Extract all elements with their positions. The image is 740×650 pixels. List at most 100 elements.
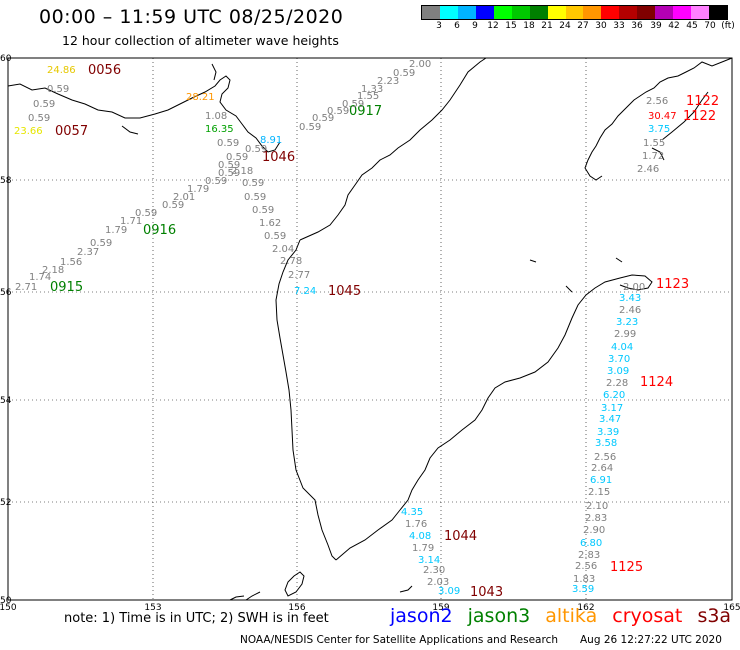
- swh-value-label: 0.59: [217, 138, 239, 149]
- swh-value-label: 3.75: [648, 124, 670, 135]
- swh-value-label: 2.83: [585, 513, 607, 524]
- swh-value-label: 3.09: [607, 366, 629, 377]
- swh-value-label: 1.83: [573, 574, 595, 585]
- colorbar-labels: 3 6 9 12 15 18 21 24 27 30 33 36 39 42 45 70 (ft): [421, 21, 740, 35]
- swh-value-label: 1.76: [405, 519, 427, 530]
- colorbar-label: 18: [523, 21, 535, 31]
- footer-date: Aug 26 12:27:22 UTC 2020: [580, 634, 722, 646]
- swh-value-label: 0.59: [342, 99, 364, 110]
- colorbar-swatch: [475, 6, 494, 19]
- swh-value-label: 3.58: [595, 438, 617, 449]
- swh-value-label: 0.59: [393, 68, 415, 79]
- colorbar-swatch: [655, 6, 674, 19]
- swh-value-label: 4.08: [409, 531, 431, 542]
- swh-value-label: 2.15: [588, 487, 610, 498]
- swh-value-label: 2.83: [578, 550, 600, 561]
- colorbar-label: 42: [668, 21, 680, 31]
- swh-value-label: 0.59: [218, 168, 240, 179]
- x-tick-label: 162: [577, 603, 594, 613]
- colorbar-swatch: [547, 6, 566, 19]
- y-tick-label: 52: [0, 498, 11, 508]
- swh-value-label: 6.20: [603, 390, 625, 401]
- swh-value-label: 2.23: [377, 76, 399, 87]
- y-tick-label: 58: [0, 176, 12, 186]
- swh-value-label: 1.56: [60, 257, 82, 268]
- swh-value-label: 3.23: [616, 317, 638, 328]
- swh-value-label: 0.59: [218, 160, 240, 171]
- swh-value-label: 2.18: [42, 265, 64, 276]
- swh-value-label: 3.17: [601, 403, 623, 414]
- page-title: 00:00 – 11:59 UTC 08/25/2020: [39, 6, 344, 28]
- swh-value-label: 0.59: [47, 84, 69, 95]
- pass-label: 1124: [640, 375, 673, 390]
- colorbar-swatch: [422, 6, 440, 19]
- swh-value-label: 2.56: [646, 96, 668, 107]
- colorbar-swatch: [565, 6, 584, 19]
- swh-value-label: 2.77: [288, 270, 310, 281]
- swh-value-label: 4.35: [401, 507, 423, 518]
- colorbar-label: 15: [505, 21, 517, 31]
- swh-value-label: 0.59: [312, 113, 334, 124]
- pass-label: 1046: [262, 150, 295, 165]
- pass-label: 0915: [50, 280, 83, 295]
- footer-source: NOAA/NESDIS Center for Satellite Applica…: [240, 634, 558, 646]
- colorbar-swatch: [619, 6, 638, 19]
- swh-value-label: 2.56: [575, 561, 597, 572]
- pass-label: 1044: [444, 529, 477, 544]
- swh-value-label: 24.86: [47, 65, 76, 76]
- pass-label: 1043: [470, 585, 503, 600]
- legend-cryosat: cryosat: [612, 605, 683, 627]
- colorbar-label: 21: [541, 21, 553, 31]
- swh-value-label: 1.72: [642, 151, 664, 162]
- swh-value-label: 0.59: [244, 192, 266, 203]
- swh-value-label: 1.74: [29, 272, 51, 283]
- colorbar-swatch: [709, 6, 727, 19]
- swh-value-label: 0.59: [28, 113, 50, 124]
- kamchatka-west-coast: [275, 239, 337, 561]
- swh-value-label: 3.14: [418, 555, 440, 566]
- swh-value-label: 0.59: [205, 176, 227, 187]
- grid-lines: [8, 58, 732, 600]
- colorbar-swatch: [637, 6, 656, 19]
- legend-s3a: s3a: [697, 605, 732, 627]
- swh-value-label: 3.70: [608, 354, 630, 365]
- y-tick-label: 54: [0, 396, 12, 406]
- kuril-islands: [284, 571, 305, 597]
- colorbar-label: 3: [436, 21, 442, 31]
- legend-jason2: jason2: [390, 605, 453, 627]
- swh-value-label: 1.55: [643, 138, 665, 149]
- page-subtitle: 12 hour collection of altimeter wave hei…: [62, 33, 339, 48]
- colorbar-label: 33: [613, 21, 625, 31]
- swh-value-label: 1.79: [412, 543, 434, 554]
- colorbar-swatch: [493, 6, 512, 19]
- swh-value-label: 1.79: [187, 184, 209, 195]
- x-tick-label: 159: [432, 603, 449, 613]
- colorbar-swatch: [439, 6, 458, 19]
- x-tick-label: 165: [723, 603, 740, 613]
- swh-value-label: 2.10: [586, 501, 608, 512]
- colorbar-label: 36: [631, 21, 643, 31]
- swh-value-label: 16.35: [205, 124, 234, 135]
- swh-value-label: 2.56: [594, 452, 616, 463]
- kamchatka-north-coast: [299, 57, 487, 241]
- colorbar-swatch: [601, 6, 620, 19]
- swh-value-label: 2.46: [637, 164, 659, 175]
- swh-value-label: 0.59: [327, 106, 349, 117]
- swh-value-label: 0.59: [245, 144, 267, 155]
- swh-value-label: 2.71: [15, 282, 37, 293]
- swh-value-label: 2.78: [280, 256, 302, 267]
- colorbar: [421, 5, 728, 20]
- legend-jason3: jason3: [467, 605, 531, 627]
- colorbar-label: 70: [704, 21, 716, 31]
- swh-value-label: 0.59: [135, 208, 157, 219]
- pass-label: 1122: [686, 94, 719, 109]
- koryak-coast: [584, 57, 733, 181]
- y-tick-label: 50: [0, 596, 12, 606]
- legend-altika: altika: [545, 605, 598, 627]
- colorbar-label: (ft): [721, 21, 735, 31]
- colorbar-swatch: [673, 6, 692, 19]
- swh-value-label: 3.39: [597, 427, 619, 438]
- y-tick-label: 56: [0, 288, 12, 298]
- swh-value-label: 2.37: [77, 247, 99, 258]
